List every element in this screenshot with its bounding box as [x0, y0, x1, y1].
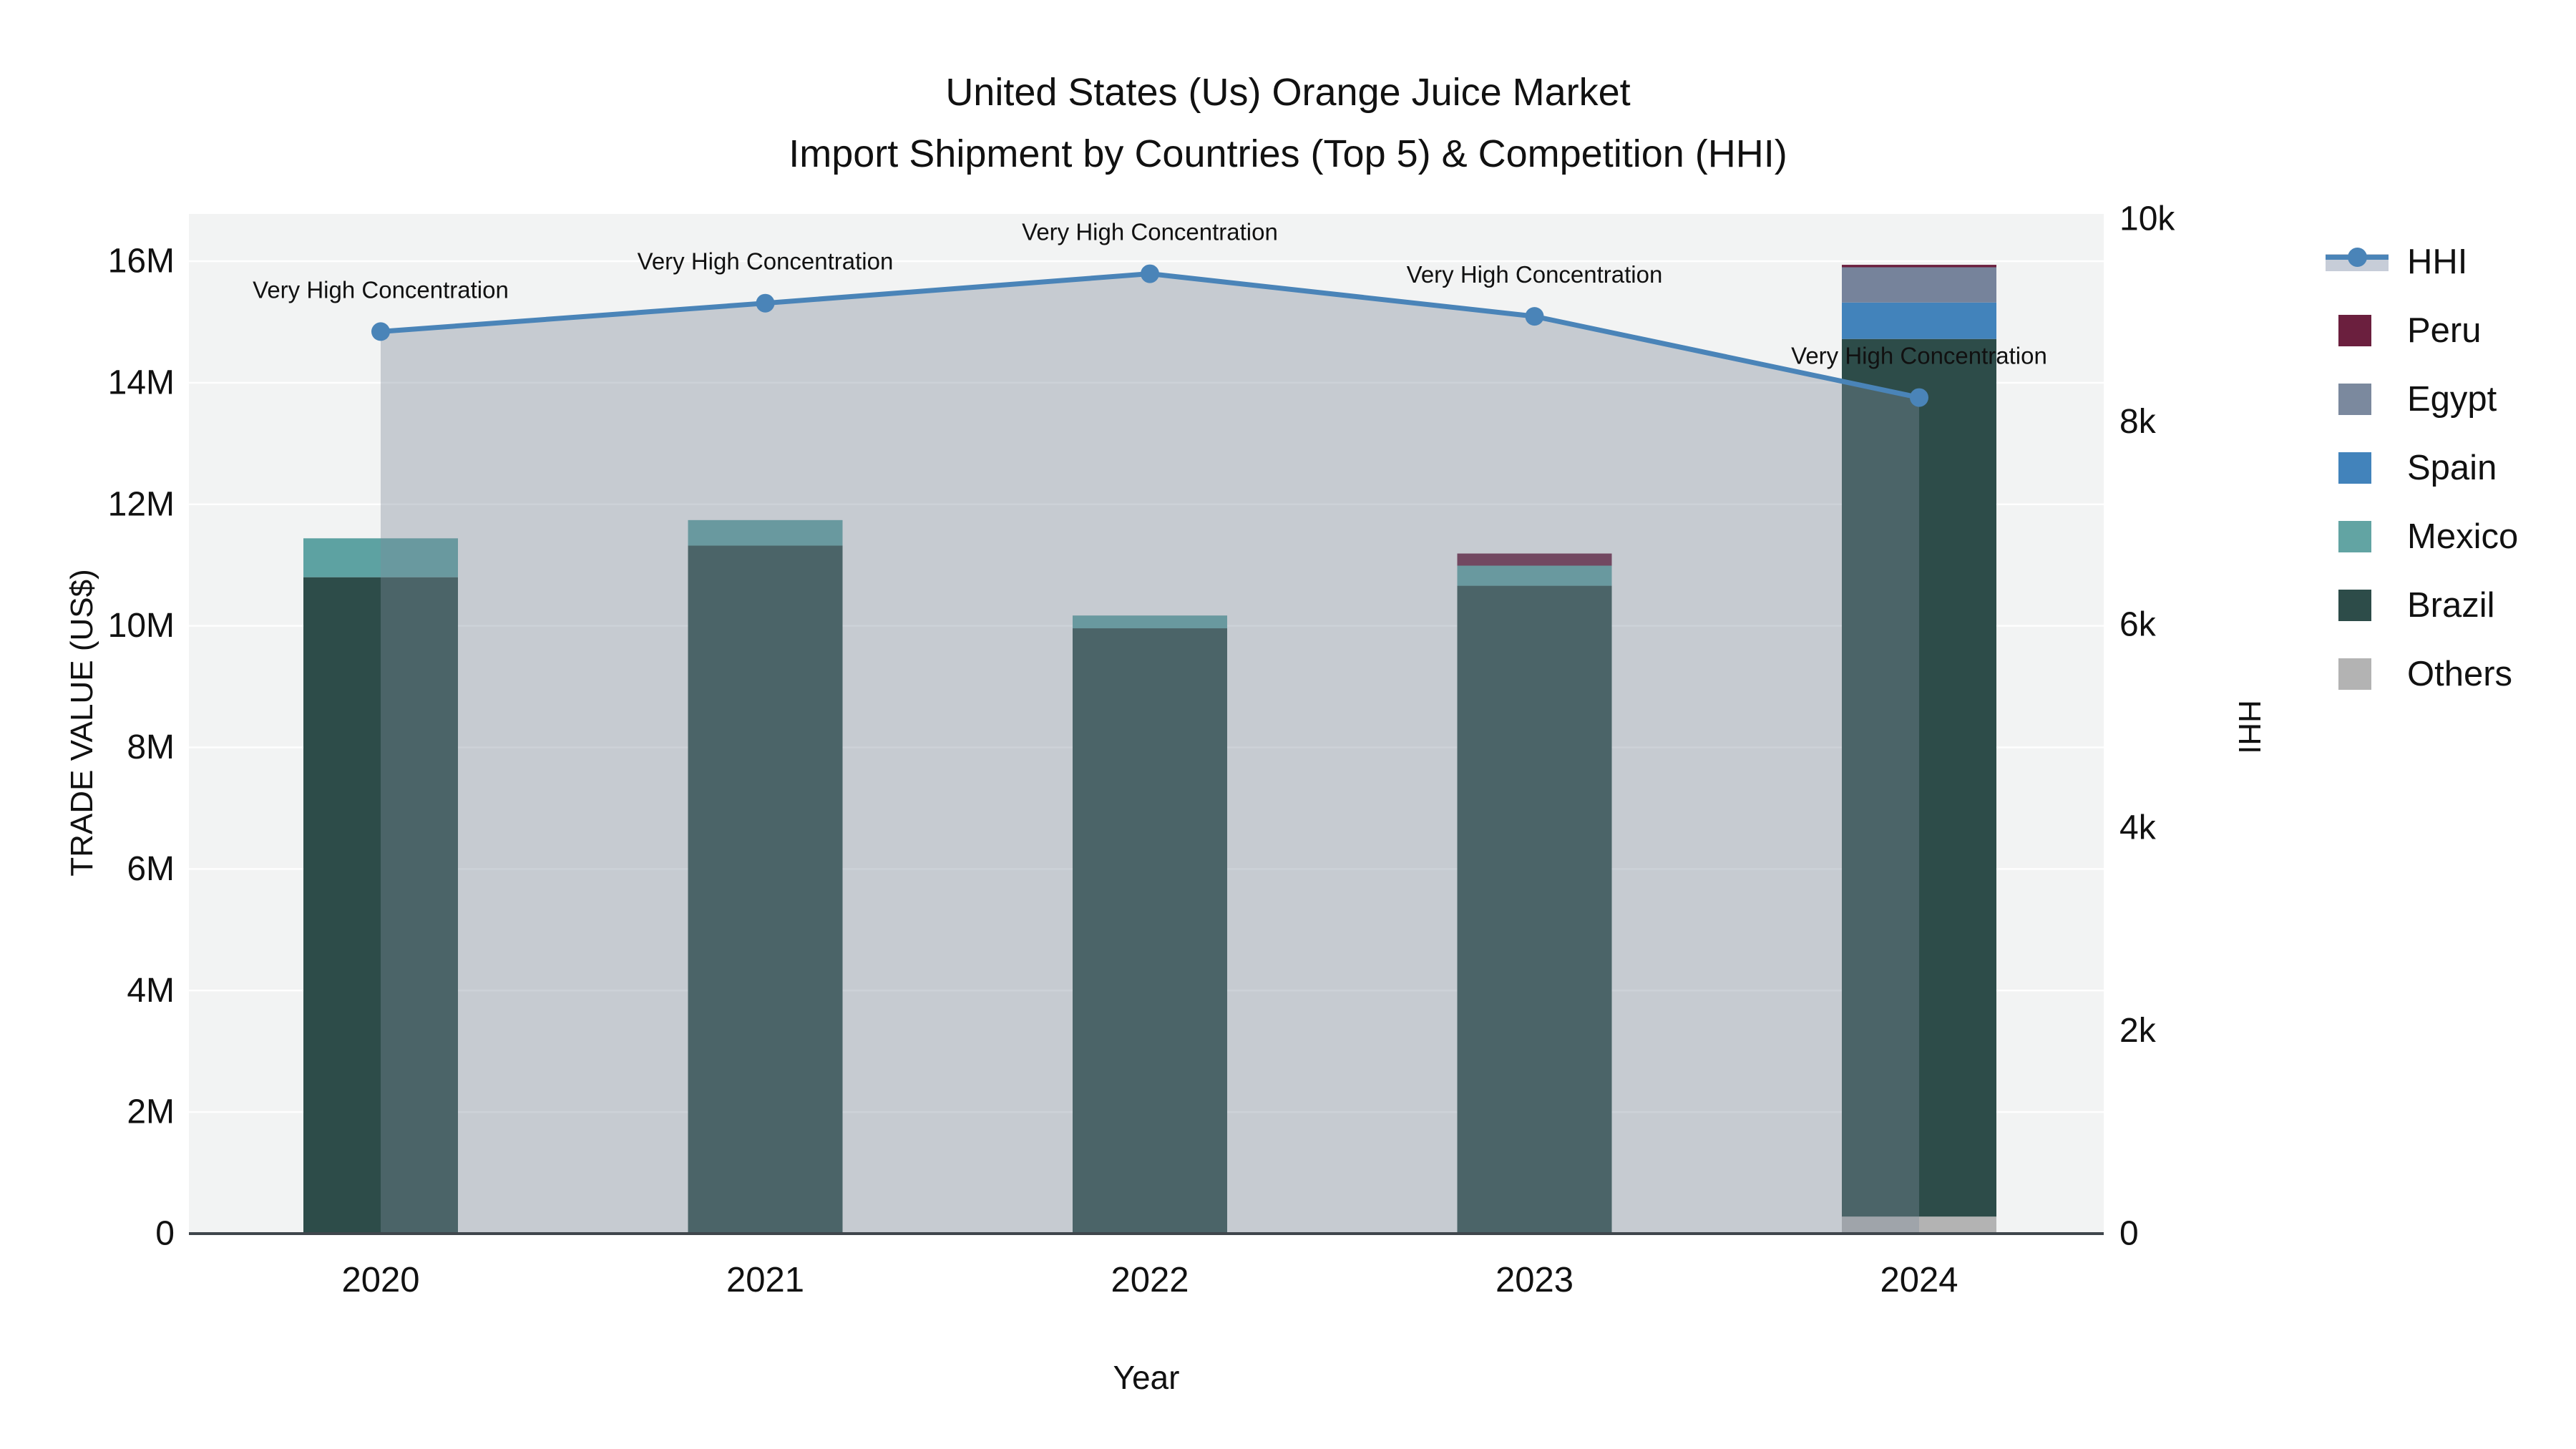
legend-label: Egypt — [2407, 380, 2497, 419]
bar-segment-peru-2023[interactable] — [1457, 553, 1612, 566]
legend-item-mexico[interactable]: Mexico — [2326, 502, 2518, 571]
legend-line-sample-icon — [2326, 245, 2389, 278]
y-left-tick-8M: 8M — [127, 728, 175, 766]
legend-swatch-icon — [2326, 452, 2389, 484]
hhi-marker-2020[interactable] — [371, 322, 390, 341]
hhi-marker-2022[interactable] — [1141, 264, 1159, 283]
y-left-tick-14M: 14M — [108, 364, 175, 401]
chart-subtitle: Import Shipment by Countries (Top 5) & C… — [789, 132, 1787, 175]
chart-title: United States (Us) Orange Juice Market — [945, 71, 1631, 114]
y-right-tick-4k: 4k — [2119, 809, 2157, 847]
y-left-tick-6M: 6M — [127, 850, 175, 888]
legend-label: HHI — [2407, 243, 2468, 281]
legend-item-spain[interactable]: Spain — [2326, 434, 2518, 502]
hhi-marker-2021[interactable] — [756, 293, 775, 313]
bar-segment-egypt-2024[interactable] — [1842, 267, 1996, 303]
y-axis-left-title: TRADE VALUE (US$) — [64, 569, 99, 877]
legend-item-brazil[interactable]: Brazil — [2326, 571, 2518, 640]
y-right-tick-10k: 10k — [2119, 200, 2175, 238]
bar-segment-brazil-2023[interactable] — [1457, 585, 1612, 1234]
y-left-tick-10M: 10M — [108, 607, 175, 645]
legend-swatch-icon — [2326, 383, 2389, 416]
bar-segment-others-2024[interactable] — [1842, 1216, 1996, 1234]
y-axis-right-title: HHI — [2232, 700, 2267, 754]
hhi-marker-2024[interactable] — [1910, 388, 1928, 407]
x-tick-2022: 2022 — [1111, 1261, 1189, 1299]
hhi-area-fill — [381, 273, 1919, 1234]
bar-segment-spain-2024[interactable] — [1842, 302, 1996, 339]
bar-segment-mexico-2021[interactable] — [688, 519, 843, 546]
y-left-tick-12M: 12M — [108, 485, 175, 523]
legend-item-egypt[interactable]: Egypt — [2326, 365, 2518, 434]
bar-segment-brazil-2020[interactable] — [303, 577, 458, 1234]
bar-segment-mexico-2022[interactable] — [1073, 615, 1227, 629]
annotation-2023: Very High Concentration — [1407, 261, 1663, 288]
legend-swatch-icon — [2326, 520, 2389, 553]
legend-label: Mexico — [2407, 517, 2519, 556]
y-left-tick-4M: 4M — [127, 972, 175, 1010]
annotation-2021: Very High Concentration — [638, 248, 894, 275]
y-right-tick-8k: 8k — [2119, 403, 2157, 441]
y-right-tick-6k: 6k — [2119, 606, 2157, 644]
y-right-tick-2k: 2k — [2119, 1012, 2157, 1050]
legend-item-peru[interactable]: Peru — [2326, 296, 2518, 365]
x-axis-title: Year — [1113, 1359, 1180, 1396]
legend-swatch-icon — [2326, 658, 2389, 691]
annotation-2024: Very High Concentration — [1791, 343, 2047, 369]
y-right-tick-0: 0 — [2119, 1215, 2139, 1253]
annotation-2022: Very High Concentration — [1022, 219, 1278, 245]
x-tick-2020: 2020 — [341, 1261, 419, 1299]
legend: HHI Peru Egypt Spain Mexico Brazil Others — [2326, 228, 2518, 708]
y-left-tick-2M: 2M — [127, 1093, 175, 1131]
legend-item-hhi[interactable]: HHI — [2326, 228, 2518, 296]
y-left-tick-16M: 16M — [108, 243, 175, 280]
legend-label: Others — [2407, 655, 2513, 693]
bar-segment-brazil-2022[interactable] — [1073, 628, 1227, 1234]
legend-swatch-icon — [2326, 314, 2389, 347]
x-tick-2021: 2021 — [726, 1261, 804, 1299]
x-tick-2024: 2024 — [1880, 1261, 1958, 1299]
legend-label: Brazil — [2407, 586, 2495, 625]
legend-label: Spain — [2407, 449, 2497, 487]
legend-item-others[interactable]: Others — [2326, 640, 2518, 708]
x-tick-2023: 2023 — [1496, 1261, 1574, 1299]
bar-segment-mexico-2020[interactable] — [303, 538, 458, 577]
bar-segment-peru-2024[interactable] — [1842, 265, 1996, 268]
bar-segment-brazil-2021[interactable] — [688, 545, 843, 1234]
bar-segment-mexico-2023[interactable] — [1457, 565, 1612, 586]
annotation-2020: Very High Concentration — [253, 276, 509, 303]
bar-segment-brazil-2024[interactable] — [1842, 338, 1996, 1217]
hhi-marker-2023[interactable] — [1525, 307, 1544, 326]
legend-swatch-icon — [2326, 589, 2389, 622]
legend-label: Peru — [2407, 311, 2482, 350]
y-left-tick-0: 0 — [155, 1215, 175, 1253]
